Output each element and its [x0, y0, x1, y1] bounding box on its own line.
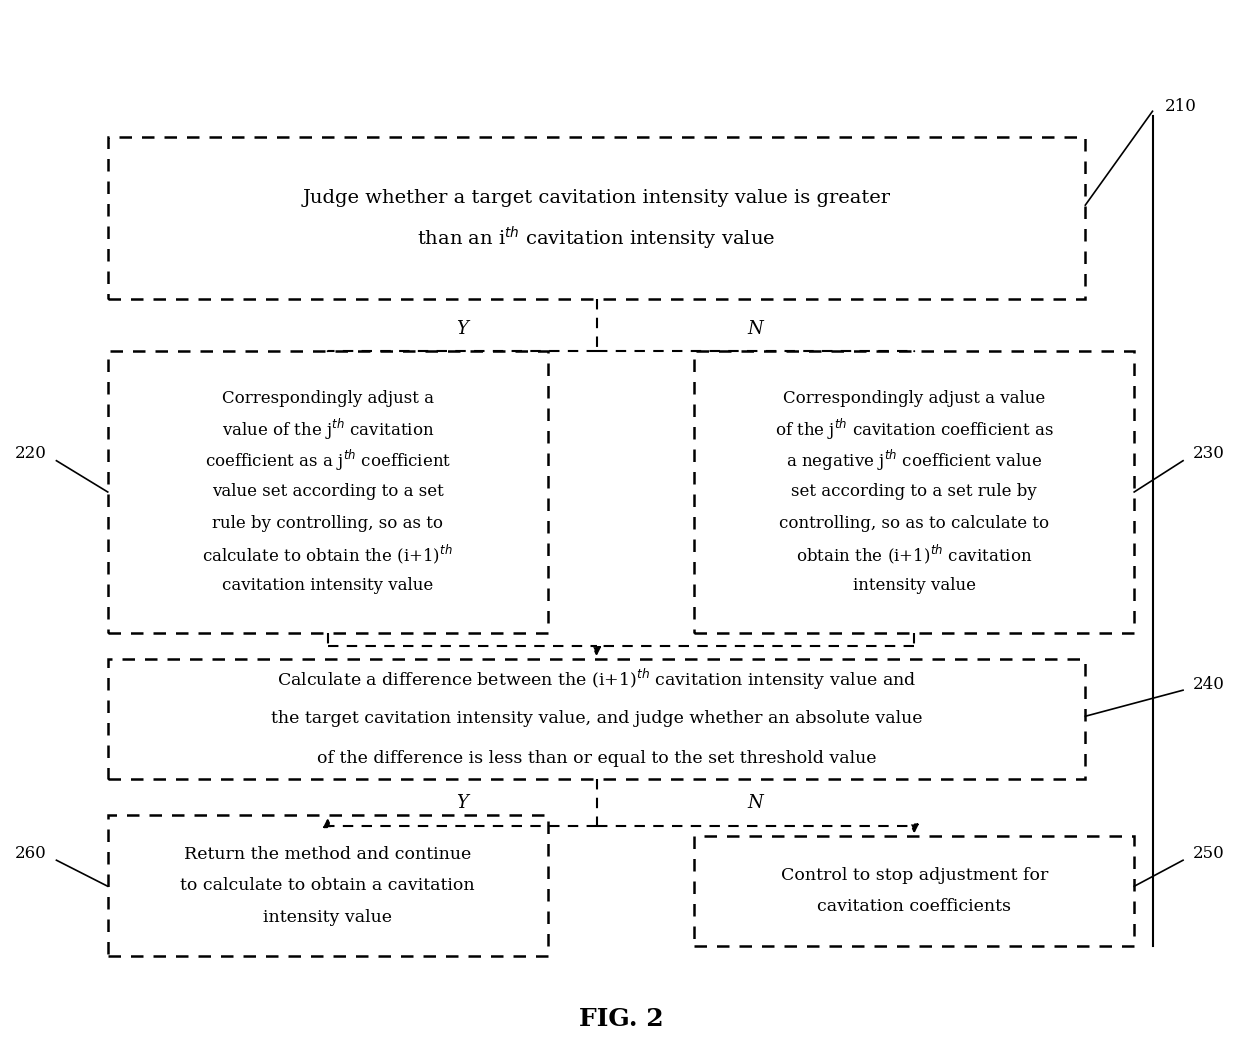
Text: intensity value: intensity value	[853, 577, 976, 594]
Text: cavitation coefficients: cavitation coefficients	[817, 898, 1012, 915]
Text: the target cavitation intensity value, and judge whether an absolute value: the target cavitation intensity value, a…	[270, 710, 923, 727]
Text: of the difference is less than or equal to the set threshold value: of the difference is less than or equal …	[316, 750, 877, 767]
Text: Correspondingly adjust a: Correspondingly adjust a	[222, 390, 434, 407]
Text: controlling, so as to calculate to: controlling, so as to calculate to	[779, 515, 1049, 532]
Text: than an i$^{th}$ cavitation intensity value: than an i$^{th}$ cavitation intensity va…	[418, 224, 775, 252]
Text: Correspondingly adjust a value: Correspondingly adjust a value	[784, 390, 1045, 407]
Text: rule by controlling, so as to: rule by controlling, so as to	[212, 515, 443, 532]
FancyBboxPatch shape	[108, 137, 1085, 299]
Text: to calculate to obtain a cavitation: to calculate to obtain a cavitation	[180, 877, 475, 894]
Text: 210: 210	[1164, 97, 1197, 114]
Text: N: N	[748, 794, 764, 812]
Text: 230: 230	[1193, 445, 1225, 462]
FancyBboxPatch shape	[108, 815, 548, 957]
Text: set according to a set rule by: set according to a set rule by	[791, 483, 1037, 501]
Text: cavitation intensity value: cavitation intensity value	[222, 577, 433, 594]
Text: value of the j$^{th}$ cavitation: value of the j$^{th}$ cavitation	[222, 416, 434, 442]
Text: Judge whether a target cavitation intensity value is greater: Judge whether a target cavitation intens…	[303, 189, 890, 207]
Text: Y: Y	[456, 319, 467, 337]
Text: 220: 220	[15, 445, 47, 462]
Text: 250: 250	[1193, 846, 1225, 863]
Text: value set according to a set: value set according to a set	[212, 483, 444, 501]
Text: Return the method and continue: Return the method and continue	[184, 846, 471, 863]
Text: of the j$^{th}$ cavitation coefficient as: of the j$^{th}$ cavitation coefficient a…	[775, 416, 1054, 442]
FancyBboxPatch shape	[694, 836, 1135, 946]
Text: Control to stop adjustment for: Control to stop adjustment for	[780, 867, 1048, 884]
FancyBboxPatch shape	[108, 351, 548, 633]
Text: Y: Y	[456, 794, 467, 812]
Text: Calculate a difference between the (i+1)$^{th}$ cavitation intensity value and: Calculate a difference between the (i+1)…	[277, 667, 916, 692]
Text: N: N	[748, 319, 764, 337]
FancyBboxPatch shape	[108, 659, 1085, 779]
Text: calculate to obtain the (i+1)$^{th}$: calculate to obtain the (i+1)$^{th}$	[202, 543, 453, 567]
Text: 240: 240	[1193, 676, 1225, 693]
FancyBboxPatch shape	[694, 351, 1135, 633]
Text: 260: 260	[15, 846, 47, 863]
Text: FIG. 2: FIG. 2	[579, 1006, 663, 1031]
Text: intensity value: intensity value	[263, 909, 392, 926]
Text: coefficient as a j$^{th}$ coefficient: coefficient as a j$^{th}$ coefficient	[205, 448, 451, 474]
Text: a negative j$^{th}$ coefficient value: a negative j$^{th}$ coefficient value	[786, 448, 1043, 474]
Text: obtain the (i+1)$^{th}$ cavitation: obtain the (i+1)$^{th}$ cavitation	[796, 543, 1033, 567]
